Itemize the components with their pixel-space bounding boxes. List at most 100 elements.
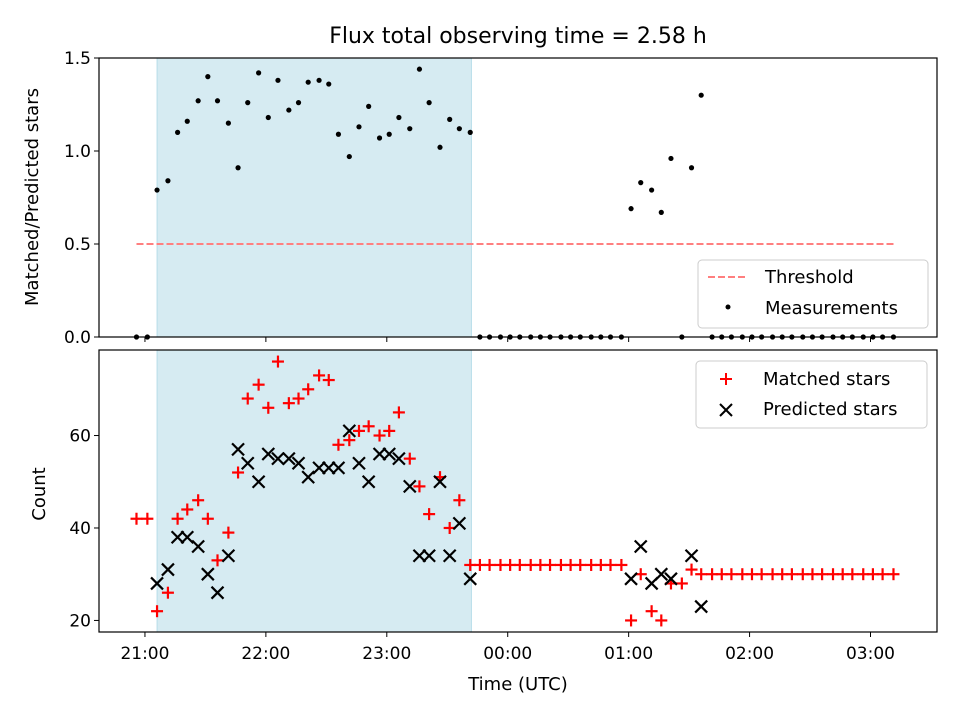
predicted-star-point xyxy=(240,456,255,471)
matched-star-point xyxy=(252,378,265,391)
legend-matched-swatch xyxy=(720,373,732,385)
predicted-star-point xyxy=(312,461,326,475)
measurement-point xyxy=(326,81,332,87)
matched-star-point xyxy=(403,452,416,465)
matched-star-point xyxy=(816,568,829,581)
predicted-star-point xyxy=(191,539,205,554)
matched-star-point xyxy=(232,466,245,479)
matched-star-point xyxy=(313,369,326,382)
matched-star-point xyxy=(241,392,254,405)
predicted-star-point xyxy=(150,576,164,591)
matched-star-point xyxy=(151,605,164,618)
matched-star-point xyxy=(755,568,768,581)
predicted-star-point xyxy=(201,567,215,581)
matched-star-point xyxy=(201,512,214,525)
predicted-star-point xyxy=(463,572,478,586)
predicted-star-point xyxy=(342,424,357,438)
matched-star-point xyxy=(725,568,738,581)
bottom-xtick-label: 22:00 xyxy=(241,644,290,664)
matched-star-point xyxy=(604,558,617,571)
matched-star-point xyxy=(887,568,900,581)
matched-star-point xyxy=(141,512,154,525)
bottom-xtick-label: 01:00 xyxy=(604,644,653,664)
matched-star-point xyxy=(373,429,386,442)
matched-star-point xyxy=(161,586,174,599)
predicted-star-point xyxy=(442,548,457,563)
top-panel: 0.0 0.5 1.0 1.5 Matched/Predicted stars Thr… xyxy=(22,49,938,348)
predicted-star-point xyxy=(654,567,669,581)
matched-star-point xyxy=(343,434,356,447)
predicted-star-point xyxy=(684,548,699,563)
bottom-xtick-label: 03:00 xyxy=(846,644,895,664)
bottom-xtick-label: 00:00 xyxy=(483,644,532,664)
measurement-point xyxy=(467,129,473,135)
measurement-point xyxy=(256,70,262,76)
predicted-star-point xyxy=(422,548,436,563)
measurement-point xyxy=(698,92,704,98)
predicted-star-point xyxy=(282,451,296,466)
measurement-point xyxy=(346,153,352,160)
matched-star-point xyxy=(392,406,405,419)
measurement-point xyxy=(316,77,322,83)
matched-star-point xyxy=(352,424,365,437)
matched-star-point xyxy=(695,568,708,581)
predicted-star-point xyxy=(301,470,315,484)
measurement-point xyxy=(165,178,171,184)
matched-star-point xyxy=(876,568,889,581)
matched-star-point xyxy=(625,614,638,627)
matched-star-point xyxy=(222,526,235,539)
matched-star-point xyxy=(332,438,345,451)
predicted-star-point xyxy=(402,479,417,494)
predicted-star-point xyxy=(664,572,678,586)
matched-star-point xyxy=(282,397,295,410)
measurement-point xyxy=(286,107,292,113)
measurement-point xyxy=(195,98,201,104)
legend-threshold-label: Threshold xyxy=(764,267,854,288)
matched-star-point xyxy=(483,558,496,571)
bottom-panel: 20 40 60 21:00 22:00 23:00 00:00 01:00 02:00 03:… xyxy=(29,349,938,695)
measurement-point xyxy=(235,165,241,171)
bottom-ytick-label: 20 xyxy=(69,611,91,631)
measurement-point xyxy=(437,144,443,150)
legend-predicted-swatch xyxy=(719,403,733,417)
measurement-point xyxy=(447,116,453,122)
matched-star-point xyxy=(181,503,194,516)
matched-star-point xyxy=(413,480,426,493)
measurement-point xyxy=(649,187,655,193)
matched-star-point xyxy=(130,512,143,525)
measurement-point xyxy=(668,155,674,162)
bottom-ytick-label: 40 xyxy=(69,519,91,539)
top-axes-frame xyxy=(98,57,938,338)
measurement-point xyxy=(154,187,160,193)
measurement-point xyxy=(184,118,190,124)
measurement-point xyxy=(356,124,362,130)
bottom-xtick-label: 02:00 xyxy=(725,644,774,664)
matched-star-point xyxy=(423,508,436,521)
top-ytick-label: 1.5 xyxy=(64,49,91,69)
matched-star-point xyxy=(292,392,305,405)
predicted-star-point xyxy=(452,516,467,531)
predicted-star-point xyxy=(170,530,185,545)
predicted-star-point xyxy=(180,530,195,545)
top-ytick-label: 0.0 xyxy=(64,328,91,348)
measurement-point xyxy=(658,209,664,215)
matched-star-point xyxy=(685,563,698,576)
measurement-point xyxy=(214,98,221,104)
matched-star-point xyxy=(675,577,688,590)
top-ytick-label: 1.0 xyxy=(64,142,91,162)
matched-star-point xyxy=(785,568,798,581)
measurement-point xyxy=(396,114,402,121)
matched-star-point xyxy=(383,424,396,437)
bottom-ytick-label: 60 xyxy=(69,427,91,447)
measurement-point xyxy=(366,103,372,109)
top-ytick-label: 0.5 xyxy=(64,235,91,255)
measurement-point xyxy=(456,126,462,132)
bottom-xtick-label: 21:00 xyxy=(120,644,169,664)
predicted-star-point xyxy=(412,548,427,563)
measurement-point xyxy=(265,114,271,121)
predicted-star-point xyxy=(392,451,406,466)
measurement-point xyxy=(245,100,251,106)
top-legend: Threshold Measurements xyxy=(697,259,929,329)
measurement-point xyxy=(305,79,311,85)
